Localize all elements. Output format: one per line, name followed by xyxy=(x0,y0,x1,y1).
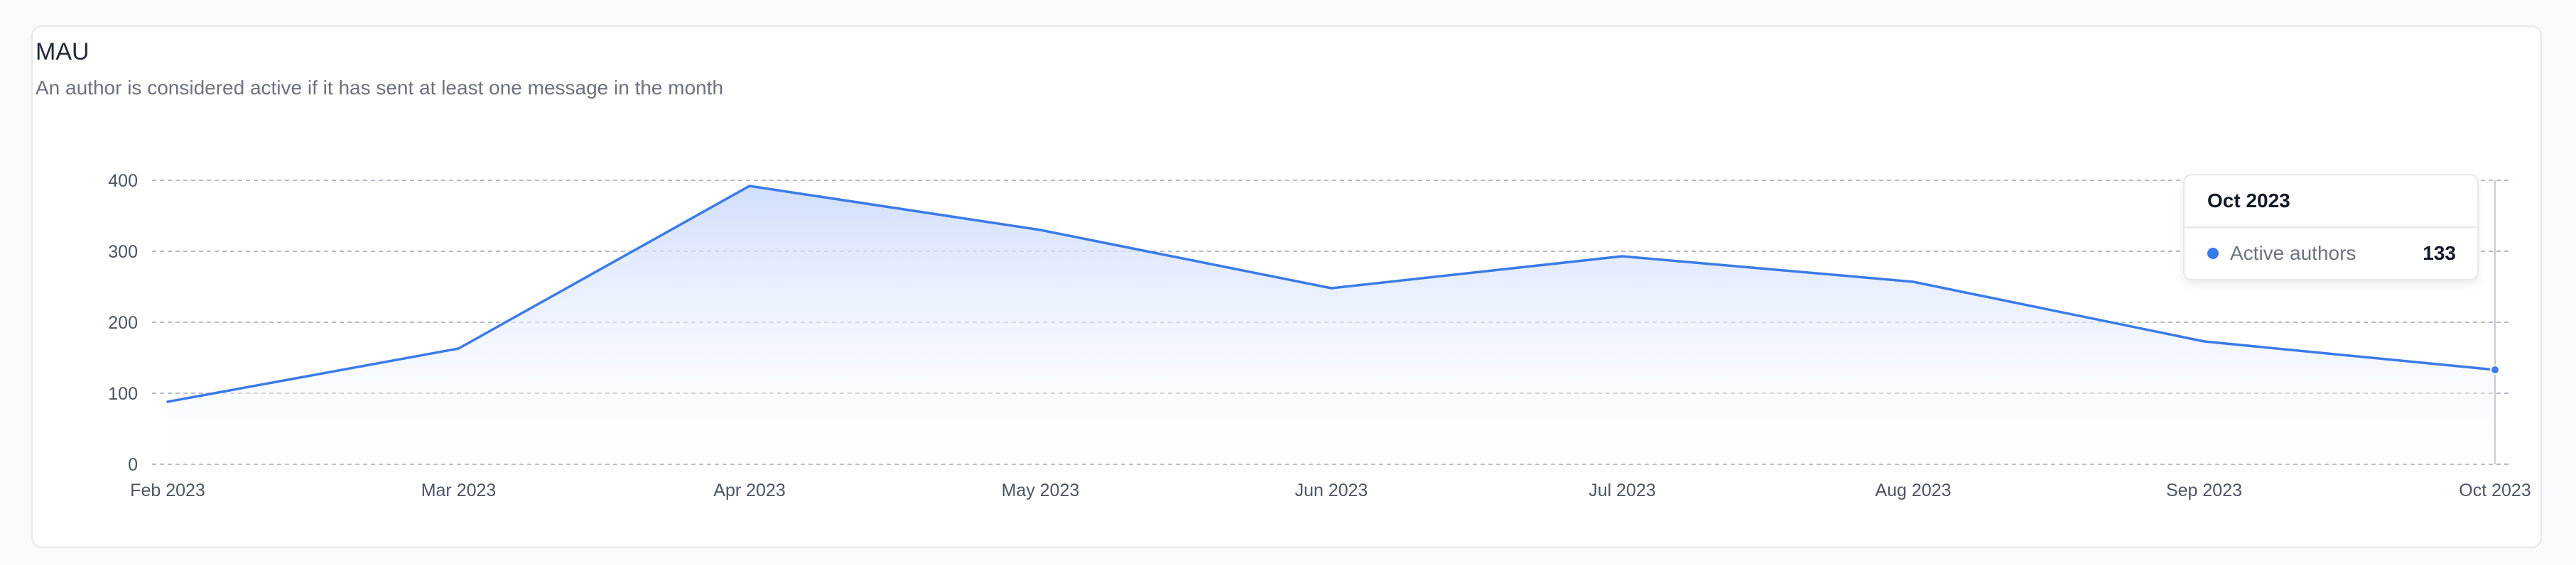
tooltip-row: Active authors 133 xyxy=(2207,241,2456,266)
y-tick-label: 200 xyxy=(108,313,138,333)
data-point[interactable] xyxy=(1328,285,1335,292)
series-line xyxy=(166,185,2496,403)
y-axis: 0 100 200 300 400 xyxy=(108,171,138,475)
y-tick-label: 0 xyxy=(128,455,138,475)
series-area xyxy=(168,186,2495,464)
x-tick-label: Oct 2023 xyxy=(2459,481,2531,500)
x-tick-label: May 2023 xyxy=(1002,481,1080,500)
y-tick-label: 300 xyxy=(108,242,138,262)
tooltip-title: Oct 2023 xyxy=(2207,190,2290,212)
x-axis: Feb 2023 Mar 2023 Apr 2023 May 2023 Jun 2023… xyxy=(130,481,2531,500)
data-point[interactable] xyxy=(746,182,753,190)
data-point[interactable] xyxy=(1619,253,1626,260)
data-point[interactable] xyxy=(2490,365,2500,375)
series-area-fill xyxy=(168,186,2495,464)
y-tick-label: 400 xyxy=(108,171,138,191)
x-tick-label: Feb 2023 xyxy=(130,481,205,500)
data-point[interactable] xyxy=(2201,338,2208,345)
x-tick-label: Apr 2023 xyxy=(713,481,785,500)
tooltip-divider xyxy=(2185,226,2477,228)
x-tick-label: Mar 2023 xyxy=(421,481,497,500)
x-tick-label: Aug 2023 xyxy=(1875,481,1951,500)
tooltip-series-label: Active authors xyxy=(2230,242,2356,264)
x-tick-label: Jun 2023 xyxy=(1295,481,1368,500)
x-tick-label: Sep 2023 xyxy=(2166,481,2242,500)
tooltip-value: 133 xyxy=(2423,242,2456,264)
chart-tooltip: Oct 2023 Active authors 133 xyxy=(2183,174,2479,280)
series-color-dot-icon xyxy=(2207,248,2219,259)
x-tick-label: Jul 2023 xyxy=(1589,481,1656,500)
data-point[interactable] xyxy=(164,398,171,405)
data-point[interactable] xyxy=(1910,278,1917,285)
data-point[interactable] xyxy=(455,345,462,352)
chart-title: MAU xyxy=(36,38,90,65)
data-point[interactable] xyxy=(1037,226,1044,234)
y-tick-label: 100 xyxy=(108,384,138,404)
series-line-layer xyxy=(164,182,2500,405)
chart-subtitle: An author is considered active if it has… xyxy=(36,77,724,99)
